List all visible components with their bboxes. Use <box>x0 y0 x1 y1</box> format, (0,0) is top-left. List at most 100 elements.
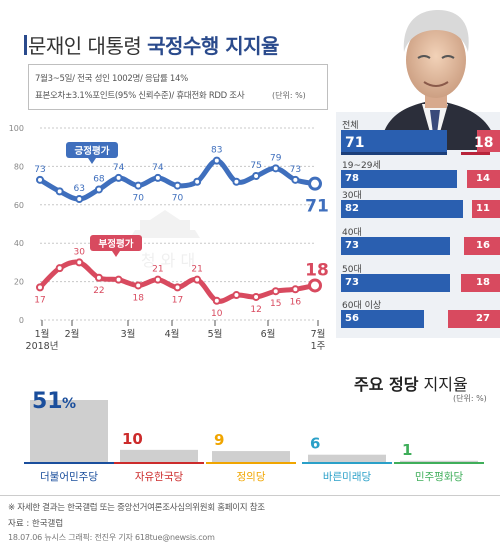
y-tick-label: 20 <box>14 278 24 287</box>
data-point <box>153 275 162 284</box>
data-point <box>55 187 64 196</box>
y-tick-label: 0 <box>19 316 24 325</box>
negative-bar-value: 11 <box>476 203 490 214</box>
positive-bar <box>341 200 464 218</box>
data-point <box>232 291 241 300</box>
data-label: 17 <box>172 295 183 305</box>
age-group-label: 19~29세 <box>342 161 381 171</box>
age-group-label: 50대 <box>342 265 362 275</box>
data-point <box>271 287 280 296</box>
positive-bar <box>341 170 458 188</box>
negative-bar-value: 18 <box>474 135 494 151</box>
data-point <box>94 185 103 194</box>
final-value-label: 71 <box>305 197 329 217</box>
data-point <box>308 176 322 191</box>
age-group-label: 전체 <box>342 121 359 131</box>
data-label: 74 <box>152 163 164 173</box>
x-tick-label: 6월 <box>261 328 276 340</box>
survey-info-line2: 표본오차±3.1%포인트(95% 신뢰수준)/ 휴대전화 RDD 조사 <box>35 91 245 101</box>
party-value-label: 10 <box>122 430 143 448</box>
party-unit-label: (단위: %) <box>453 394 487 403</box>
data-point <box>193 177 202 186</box>
positive-bar-value: 73 <box>345 277 359 288</box>
x-subtick-label: 1주 <box>311 341 326 352</box>
party-value-label: 1 <box>402 441 412 459</box>
party-baseline <box>394 462 484 464</box>
unit-label: (단위: %) <box>272 91 306 100</box>
final-value-label: 18 <box>305 260 329 280</box>
president-portrait <box>380 10 498 150</box>
positive-series-label: 긍정평가 <box>66 142 118 164</box>
data-point <box>193 275 202 284</box>
data-point <box>114 275 123 284</box>
title-accent-bar <box>24 35 27 55</box>
watermark-seal: 청 와 대 <box>130 210 200 270</box>
data-point <box>173 283 182 292</box>
data-label: 21 <box>152 265 163 275</box>
data-label: 12 <box>250 305 261 315</box>
party-bar <box>308 454 386 462</box>
total-underline-negative <box>461 152 490 155</box>
data-label: 15 <box>270 299 281 309</box>
data-label: 79 <box>270 153 282 163</box>
negative-bar <box>461 274 500 292</box>
x-tick-label: 7월 <box>311 328 326 340</box>
age-group-label: 60대 이상 <box>342 301 382 311</box>
y-tick-label: 80 <box>14 162 24 171</box>
data-point <box>252 292 261 301</box>
x-tick-label: 3월 <box>121 328 136 340</box>
x-tick-label: 1월 <box>35 328 50 340</box>
data-point <box>212 156 221 165</box>
data-label: 70 <box>132 194 144 204</box>
negative-bar-value: 18 <box>476 277 490 288</box>
party-bar <box>120 449 198 462</box>
age-group-label: 40대 <box>342 228 362 238</box>
data-point <box>114 173 123 182</box>
survey-info-line1: 7월3~5일/ 전국 성인 1002명/ 응답률 14% <box>35 74 188 84</box>
negative-bar <box>467 170 500 188</box>
negative-bar <box>464 237 500 255</box>
party-bar <box>212 451 290 462</box>
negative-bar <box>477 130 500 152</box>
data-point <box>55 264 64 273</box>
total-underline <box>341 152 447 155</box>
x-tick-label: 2월 <box>65 328 80 340</box>
data-label: 21 <box>191 265 202 275</box>
positive-bar <box>341 274 450 292</box>
data-label: 18 <box>132 293 144 303</box>
party-title-bold: 주요 정당 <box>354 375 419 394</box>
party-bar <box>400 460 478 462</box>
data-label: 74 <box>113 163 125 173</box>
negative-bar-value: 27 <box>476 313 490 324</box>
data-point <box>232 177 241 186</box>
data-point <box>271 164 280 173</box>
positive-bar-value: 71 <box>345 135 365 151</box>
data-label: 73 <box>290 165 301 175</box>
footer-divider <box>0 495 500 496</box>
party-value-label: 6 <box>310 435 320 453</box>
data-point <box>173 181 182 190</box>
data-point <box>134 181 143 190</box>
percent-sign: % <box>62 396 76 412</box>
data-point <box>291 175 300 184</box>
x-subtick-label: 2018년 <box>26 341 59 352</box>
party-baseline <box>24 462 114 464</box>
data-point <box>308 278 322 293</box>
footnote: ※ 자세한 결과는 한국갤럽 또는 중앙선거여론조사심의위원회 홈페이지 참조 <box>8 503 265 513</box>
title-bold: 국정수행 지지율 <box>147 34 279 58</box>
page-title: 문재인 대통령 국정수행 지지율 <box>28 30 279 59</box>
data-point <box>75 258 84 267</box>
negative-bar-value: 14 <box>476 173 490 184</box>
svg-text:긍정평가: 긍정평가 <box>75 145 110 157</box>
svg-text:부정평가: 부정평가 <box>99 238 134 250</box>
positive-bar-value: 56 <box>345 313 359 324</box>
data-label: 63 <box>74 184 85 194</box>
data-point <box>153 173 162 182</box>
data-point <box>212 296 221 305</box>
party-name-label: 민주평화당 <box>415 471 464 483</box>
party-name-label: 자유한국당 <box>135 471 184 483</box>
survey-info-box: 7월3~5일/ 전국 성인 1002명/ 응답률 14% 표본오차±3.1%포인… <box>28 64 328 110</box>
data-label: 73 <box>34 165 45 175</box>
party-name-label: 바른미래당 <box>323 471 372 483</box>
